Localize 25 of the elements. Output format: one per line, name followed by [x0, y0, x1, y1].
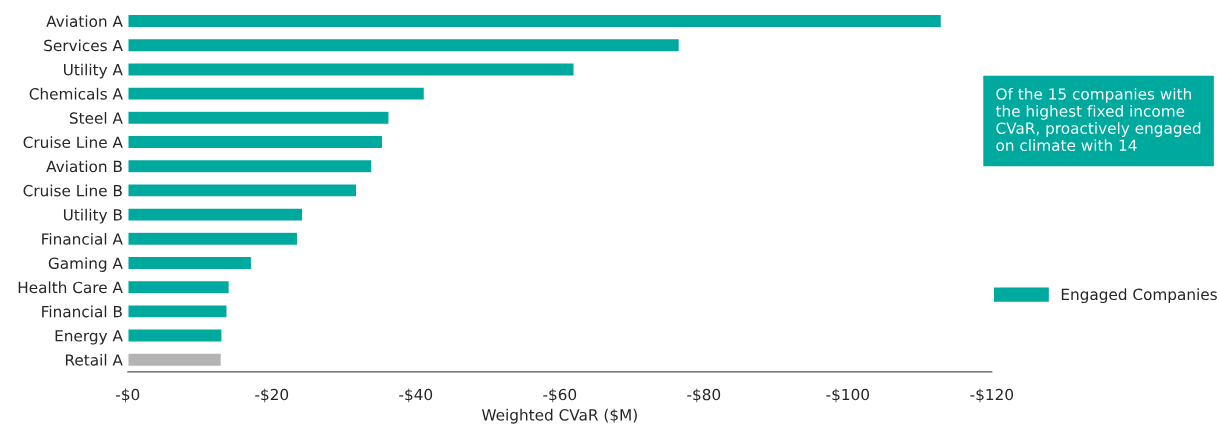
x-tick-label: -$120	[970, 388, 1014, 403]
y-tick-label: Utility A	[64, 63, 123, 79]
y-tick-label: Financial B	[42, 305, 122, 318]
text: Of the 15 companies with the highest fixed income CVaR, proactively engaged on climate with 14	[995, 87, 1201, 152]
x-tick-label: -$20	[255, 388, 289, 403]
x-tick-label: -$40	[399, 388, 433, 403]
y-tick-label: Cruise Line B	[23, 184, 122, 197]
x-tick-label: -$80	[687, 388, 721, 403]
y-tick-label: Energy A	[55, 330, 123, 345]
y-tick-label: Gaming A	[48, 257, 123, 272]
y-tick-label: Services A	[44, 39, 123, 52]
x-tick-label: -$0	[116, 388, 140, 403]
y-tick-label: Utility B	[63, 208, 122, 224]
x-axis-title: Weighted CVaR ($M)	[481, 408, 637, 424]
y-tick-label: Financial A	[42, 232, 123, 245]
x-tick-label: -$100	[826, 388, 870, 403]
y-tick-label: Retail A	[65, 353, 123, 366]
legend-label: Engaged Companies	[1061, 288, 1217, 304]
y-tick-label: Steel A	[69, 112, 123, 124]
y-tick-label: Aviation A	[46, 15, 123, 28]
y-tick-label: Cruise Line A	[23, 136, 123, 149]
x-tick-label: -$60	[543, 388, 577, 403]
y-tick-label: Aviation B	[46, 160, 122, 173]
y-tick-label: Health Care A	[18, 281, 123, 294]
y-tick-label: Chemicals A	[29, 87, 123, 100]
